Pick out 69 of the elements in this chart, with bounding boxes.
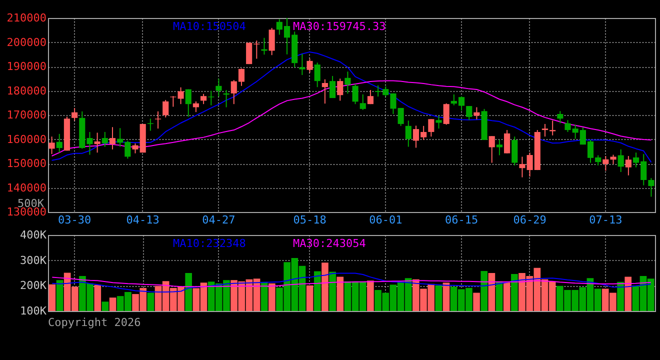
candlestick — [72, 107, 78, 122]
candlestick — [102, 131, 108, 148]
candlestick — [200, 93, 207, 105]
candlestick — [306, 58, 313, 74]
candlestick — [216, 78, 222, 98]
y-tick-label: 130000 — [6, 206, 46, 218]
line-series — [52, 272, 652, 292]
candlestick — [360, 94, 366, 110]
x-tick-label: 06-29 — [513, 214, 546, 226]
candlestick — [147, 118, 154, 132]
candlestick — [208, 90, 214, 106]
y-tick-label: 150000 — [6, 157, 46, 170]
candlestick — [496, 139, 502, 156]
candlestick — [268, 27, 275, 56]
x-tick-label: 06-15 — [444, 214, 478, 226]
y-tick-label: 100K — [20, 304, 47, 318]
text: Copyright 2026 — [48, 316, 141, 329]
candlestick — [329, 75, 336, 99]
x-tick-label: 07-13 — [589, 214, 622, 226]
candlestick — [405, 120, 412, 148]
line-series — [51, 51, 652, 163]
y-tick-label: 190000 — [6, 60, 46, 73]
y-tick-label: 300K — [20, 254, 47, 267]
candlestick — [625, 155, 632, 176]
candlestick — [542, 123, 548, 138]
candlestick — [299, 53, 306, 76]
candlestick — [618, 148, 624, 172]
y-tick-label: 210000 — [6, 12, 46, 24]
text: MA10:232348 — [173, 237, 246, 250]
x-tick-label: 05-18 — [293, 214, 326, 226]
candlestick — [162, 99, 169, 118]
y-tick-label: 140000 — [6, 181, 46, 194]
candlestick — [48, 136, 55, 155]
candlestick — [185, 88, 192, 118]
candlestick — [610, 154, 616, 164]
candlestick — [443, 102, 450, 126]
candlestick — [322, 78, 328, 104]
x-tick-label: 03-30 — [58, 214, 92, 226]
y-tick-label: 200K — [20, 279, 47, 292]
y-tick-label: 200000 — [6, 36, 46, 49]
y-tick-label: 400K — [20, 228, 47, 242]
y-tick-label: 160000 — [6, 132, 46, 146]
candlestick — [109, 126, 116, 150]
y-tick-label: 170000 — [6, 108, 46, 122]
x-tick-label: 06-01 — [369, 214, 402, 226]
candlestick — [94, 132, 100, 154]
candlestick — [367, 90, 374, 105]
candlestick — [314, 62, 320, 88]
candlestick — [337, 78, 344, 102]
candlestick — [344, 71, 351, 94]
text: MA30:159745.33 — [293, 20, 386, 33]
text: MA30:243054 — [293, 237, 366, 250]
candlestick — [436, 115, 442, 130]
candlestick — [648, 178, 654, 198]
candlestick — [504, 130, 510, 154]
candlestick — [512, 136, 518, 166]
candlestick — [56, 133, 62, 154]
candlestick — [557, 110, 564, 124]
candlestick — [602, 155, 609, 172]
x-tick-label: 04-27 — [202, 214, 236, 226]
candlestick — [352, 83, 358, 105]
candlestick — [488, 136, 495, 164]
y-tick-label: 180000 — [6, 84, 46, 98]
candlestick — [466, 106, 472, 121]
candlestick — [428, 118, 434, 138]
x-tick-label: 04-13 — [126, 214, 160, 226]
candlestick — [154, 110, 162, 130]
text: MA10:150504 — [173, 20, 246, 33]
line-series — [52, 276, 652, 288]
